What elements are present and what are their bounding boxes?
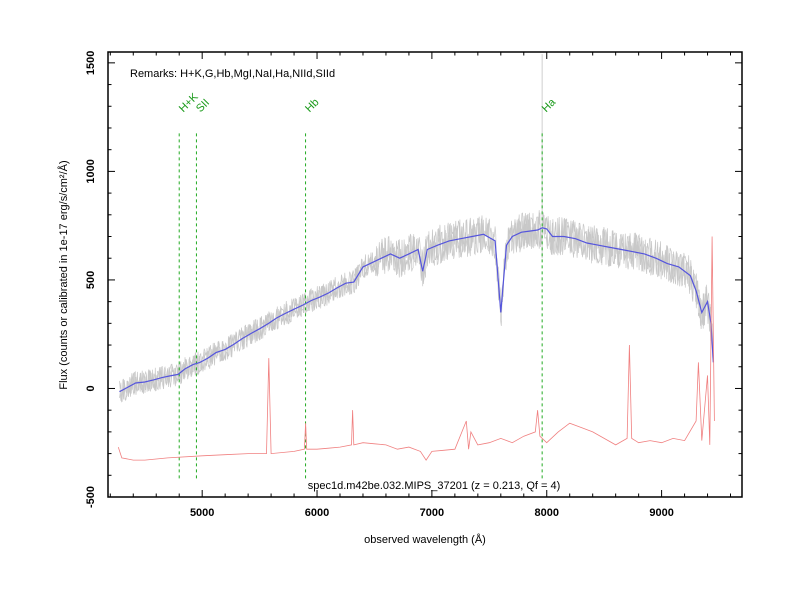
x-tick-label: 7000 [420, 507, 444, 519]
plot-frame [107, 51, 743, 498]
axes: 5000 6000 7000 8000 9000 -500 0 500 1000 1500 [85, 51, 742, 519]
noise-trace [119, 210, 714, 401]
x-tick-label: 5000 [190, 507, 214, 519]
noise-trace [119, 212, 714, 401]
sky-series-line [117, 236, 715, 461]
spectrum-series-line [119, 227, 714, 393]
y-axis-title: Flux (counts or calibrated in 1e-17 erg/… [57, 160, 70, 389]
y-tick-label: -500 [85, 486, 97, 508]
series-group [117, 227, 715, 461]
y-tick-label: 0 [85, 385, 97, 391]
spectrum-annotation: spec1d.m42be.032.MIPS_37201 (z = 0.213, … [308, 480, 561, 492]
x-tick-label: 8000 [535, 507, 559, 519]
y-tick-label: 1000 [85, 159, 97, 183]
y-tick-label: 500 [85, 271, 97, 289]
remarks-text: Remarks: H+K,G,Hb,MgI,NaI,Ha,NIId,SIId [130, 68, 335, 80]
x-tick-label: 6000 [305, 507, 329, 519]
emission-line-label: Hb [303, 96, 321, 114]
y-tick-label: 1500 [85, 51, 97, 75]
x-tick-label: 9000 [649, 507, 673, 519]
x-axis-title: observed wavelength (Å) [364, 533, 486, 546]
